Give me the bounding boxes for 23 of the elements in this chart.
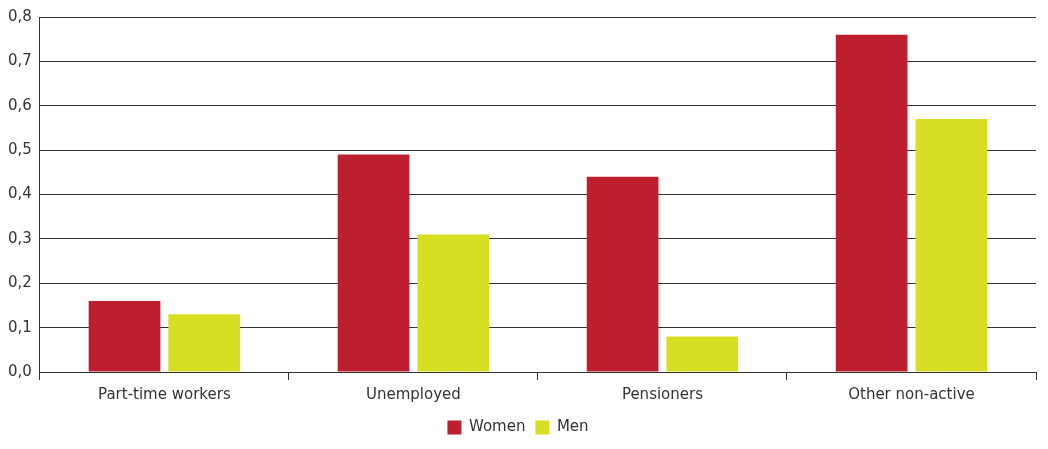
y-tick-label: 0,7 xyxy=(8,51,32,70)
bar xyxy=(666,336,739,372)
y-tick-label: 0,8 xyxy=(8,6,32,25)
bar xyxy=(168,314,241,372)
y-tick-label: 0,3 xyxy=(8,228,32,247)
y-tick-label: 0,0 xyxy=(8,361,32,380)
legend-label: Men xyxy=(556,417,589,436)
bar xyxy=(586,176,659,372)
x-tick-label: Unemployed xyxy=(366,384,461,403)
x-tick-label: Pensioners xyxy=(621,384,704,403)
bar xyxy=(417,234,490,372)
x-tick-label: Part-time workers xyxy=(98,384,231,403)
legend-label: Women xyxy=(468,417,526,436)
bar xyxy=(835,34,908,372)
bar xyxy=(337,154,410,372)
y-tick-label: 0,2 xyxy=(8,273,32,292)
bar xyxy=(915,119,988,372)
y-tick-label: 0,6 xyxy=(8,95,32,114)
y-tick-label: 0,4 xyxy=(8,184,32,203)
y-tick-label: 0,1 xyxy=(8,317,32,336)
x-tick-label: Other non-active xyxy=(848,384,975,403)
y-tick-label: 0,5 xyxy=(8,140,32,159)
bar xyxy=(88,301,161,372)
